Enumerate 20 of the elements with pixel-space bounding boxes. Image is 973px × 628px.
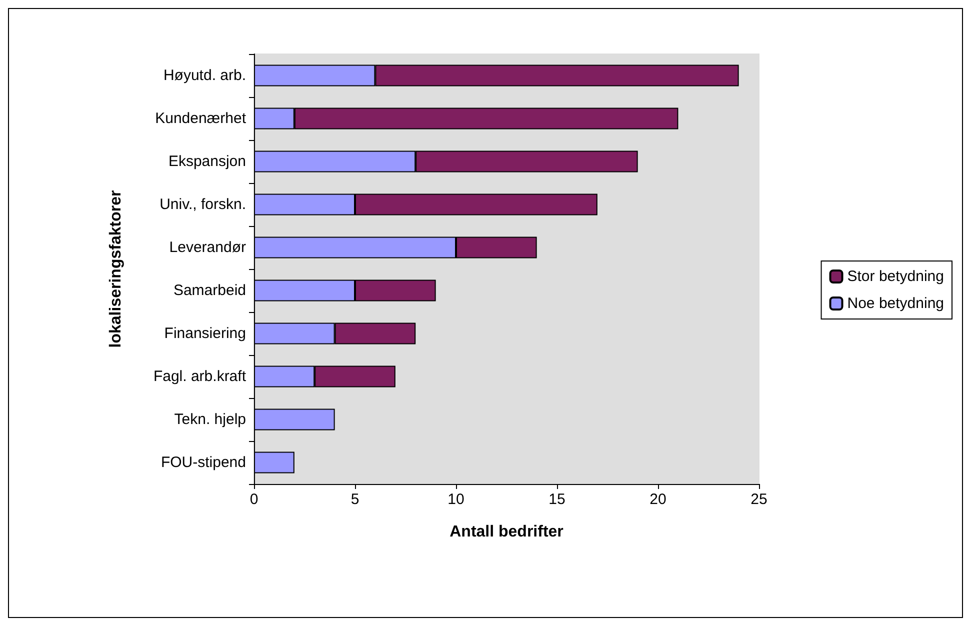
legend-label: Stor betydning xyxy=(847,268,944,285)
y-tick-label: FOU-stipend xyxy=(160,454,246,471)
x-tick-label: 0 xyxy=(250,491,258,508)
x-tick-label: 20 xyxy=(650,491,666,508)
y-tick-label: Ekspansjon xyxy=(168,153,246,170)
x-tick-label: 5 xyxy=(350,491,360,508)
y-tick-label: Finansiering xyxy=(164,325,246,342)
x-tick-label: 25 xyxy=(750,491,768,508)
x-tick-label: 15 xyxy=(548,491,566,508)
y-tick-label: Fagl. arb.kraft xyxy=(153,368,247,385)
y-tick-label: Tekn. hjelp xyxy=(174,411,246,428)
y-tick-label: Høyutd. arb. xyxy=(163,67,246,84)
legend-label: Noe betydning xyxy=(847,295,944,312)
y-tick-label: Univ., forskn. xyxy=(160,196,246,213)
y-tick-label: Samarbeid xyxy=(173,282,246,299)
y-axis-title: lokaliseringsfaktorer xyxy=(108,190,124,348)
y-tick-label: Leverandør xyxy=(169,239,246,256)
y-tick-label: Kundenærhet xyxy=(155,110,247,127)
x-tick-label: 10 xyxy=(448,491,464,508)
x-axis-title: Antall bedrifter xyxy=(450,524,564,540)
